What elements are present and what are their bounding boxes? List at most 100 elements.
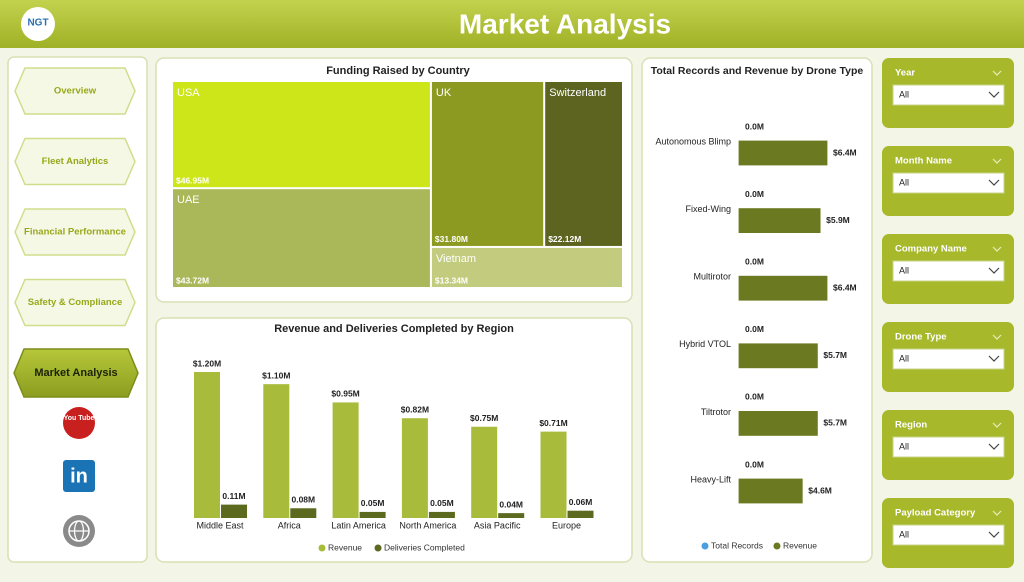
legend-label: Deliveries Completed <box>384 542 465 552</box>
y-tick-label: Hybrid VTOL <box>679 339 731 349</box>
x-tick-label: Europe <box>552 520 581 530</box>
bar <box>428 511 455 518</box>
filter-dropdown[interactable] <box>892 260 1005 282</box>
header-bar <box>0 0 1024 48</box>
chart-title: Total Records and Revenue by Drone Type <box>651 65 864 77</box>
filter-value: All <box>899 353 909 363</box>
value-label: $5.9M <box>826 215 850 225</box>
value-label: 0.05M <box>430 498 454 508</box>
x-tick-label: Africa <box>278 520 301 530</box>
legend-label: Revenue <box>328 542 362 552</box>
filter-dropdown[interactable] <box>892 348 1005 370</box>
filter-label: Month Name <box>895 156 952 167</box>
linkedin-icon[interactable] <box>63 460 95 492</box>
nav-button[interactable] <box>14 137 136 186</box>
nav-label[interactable]: Safety & Compliance <box>28 297 123 308</box>
barh-panel <box>641 57 873 563</box>
tile-value: $31.80M <box>435 234 468 244</box>
x-tick-label: Middle East <box>196 520 244 530</box>
filter-dropdown[interactable] <box>892 524 1005 546</box>
treemap-tile <box>545 82 622 246</box>
filter-value: All <box>899 529 909 539</box>
bar <box>738 410 818 436</box>
nav-button[interactable] <box>14 67 136 115</box>
nav-button[interactable] <box>14 278 136 327</box>
logo-text: NGT <box>27 18 48 29</box>
value-label: $5.7M <box>823 350 847 360</box>
dropdown-chevron <box>988 355 1000 362</box>
legend-label: Total Records <box>711 540 763 550</box>
filter-dropdown[interactable] <box>892 436 1005 458</box>
value-label: 0.0M <box>745 189 764 199</box>
x-tick-label: Asia Pacific <box>474 520 521 530</box>
value-label: 0.0M <box>745 392 764 402</box>
value-label: 0.05M <box>361 498 385 508</box>
nav-button[interactable] <box>14 208 136 256</box>
y-tick-label: Multirotor <box>693 272 731 282</box>
y-tick-label: Fixed-Wing <box>685 204 731 214</box>
bar <box>290 508 317 518</box>
filter-label: Region <box>895 420 927 431</box>
legend-swatch <box>374 544 382 552</box>
filter-dropdown[interactable] <box>892 84 1005 106</box>
treemap-tile <box>431 82 544 246</box>
bar <box>738 478 803 504</box>
y-tick-label: Autonomous Blimp <box>655 136 731 146</box>
tile-value: $13.34M <box>435 275 468 285</box>
bar <box>540 431 567 518</box>
filter-value: All <box>899 441 909 451</box>
value-label: 0.06M <box>569 497 593 507</box>
nav-button[interactable] <box>13 348 139 398</box>
chart-title: Revenue and Deliveries Completed by Regi… <box>274 323 514 335</box>
filter-label: Year <box>895 68 915 79</box>
tile-label: Switzerland <box>549 87 606 99</box>
value-label: 0.04M <box>499 499 523 509</box>
page-title: Market Analysis <box>459 8 671 39</box>
value-label: $0.71M <box>539 418 567 428</box>
linkedin-text: in <box>70 465 88 487</box>
filter-value: All <box>899 177 909 187</box>
bar <box>359 511 386 518</box>
bar <box>221 504 247 518</box>
filter-label: Payload Category <box>895 508 976 519</box>
filter-chevron <box>992 334 1002 340</box>
nav-label[interactable]: Overview <box>54 86 97 97</box>
bar <box>567 510 594 518</box>
tile-label: UK <box>436 87 452 99</box>
bar <box>498 513 525 518</box>
value-label: $1.10M <box>262 370 290 380</box>
tile-value: $22.12M <box>548 234 581 244</box>
tile-label: USA <box>177 87 200 99</box>
filter-label: Company Name <box>895 244 967 255</box>
web-icon[interactable] <box>63 515 95 547</box>
value-label: 0.0M <box>745 459 764 469</box>
bar <box>194 372 220 518</box>
value-label: $0.82M <box>401 404 429 414</box>
dropdown-chevron <box>988 267 1000 274</box>
legend-label: Revenue <box>783 540 817 550</box>
value-label: $5.7M <box>823 418 847 428</box>
bar <box>471 426 498 518</box>
value-label: 0.11M <box>222 491 245 501</box>
nav-label[interactable]: Financial Performance <box>24 227 126 238</box>
tile-label: UAE <box>177 194 200 206</box>
filter-chevron <box>992 70 1002 76</box>
x-tick-label: Latin America <box>331 520 386 530</box>
dropdown-chevron <box>988 443 1000 450</box>
bar <box>738 343 818 369</box>
nav-label[interactable]: Fleet Analytics <box>42 156 109 167</box>
dropdown-chevron <box>988 91 1000 98</box>
filter-chevron <box>992 158 1002 164</box>
filter-chevron <box>992 246 1002 252</box>
filter-dropdown[interactable] <box>892 172 1005 194</box>
value-label: $6.4M <box>833 147 857 157</box>
value-label: $6.4M <box>833 282 857 292</box>
bar <box>401 418 428 518</box>
legend-swatch <box>701 542 709 550</box>
legend-swatch <box>318 544 326 552</box>
y-tick-label: Tiltrotor <box>701 407 731 417</box>
youtube-icon[interactable] <box>63 407 95 439</box>
nav-label[interactable]: Market Analysis <box>34 367 117 379</box>
